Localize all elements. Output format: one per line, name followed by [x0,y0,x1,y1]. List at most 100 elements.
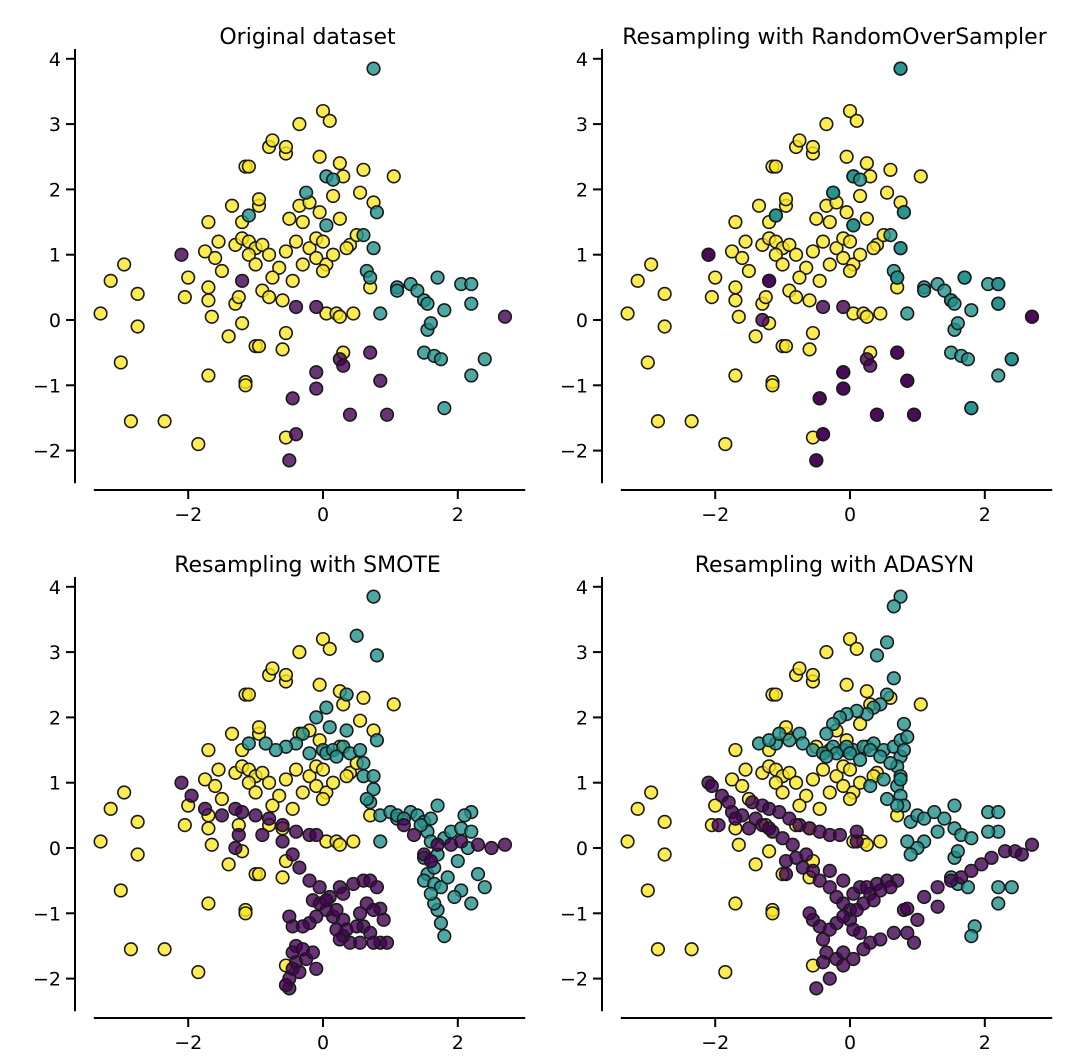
data-point-class-0 [292,860,307,875]
data-point-class-0 [336,358,351,373]
data-point-class-0 [836,958,851,973]
data-point-class-2 [292,644,307,660]
y-tick-label: 0 [49,310,61,332]
data-point-class-2 [332,156,347,171]
data-point-class-1 [893,61,908,76]
data-point-class-0 [815,427,831,442]
data-point-class-0 [815,955,831,970]
data-point-class-1 [319,218,334,233]
data-point-class-1 [423,316,438,331]
data-point-class-2 [805,667,821,683]
data-point-class-2 [805,244,821,259]
data-point-class-2 [275,293,290,308]
data-point-class-0 [214,808,229,823]
data-point-class-1 [464,296,479,311]
panel-title: Resampling with ADASYN [695,553,974,578]
data-point-class-1 [937,283,952,298]
data-point-class-2 [214,791,229,807]
data-point-class-0 [292,964,307,980]
y-tick-label: 3 [576,114,588,136]
data-point-class-0 [373,373,388,388]
data-point-class-0 [755,312,770,328]
data-point-class-0 [869,407,885,422]
data-point-class-0 [849,824,864,839]
data-point-class-0 [406,827,422,843]
data-point-class-2 [724,244,740,259]
data-point-class-2 [123,942,139,957]
data-point-class-2 [758,290,773,305]
data-point-class-2 [302,769,317,784]
data-point-class-2 [859,211,874,226]
data-point-class-2 [265,661,280,676]
data-point-class-1 [900,834,915,849]
data-point-class-1 [437,401,452,416]
data-point-class-2 [197,244,213,259]
data-point-class-2 [809,211,824,226]
data-point-class-0 [174,247,189,262]
data-point-class-2 [315,103,331,119]
data-point-class-1 [366,782,381,797]
data-point-class-2 [346,306,361,321]
data-point-class-1 [1004,880,1019,895]
data-point-class-2 [312,149,327,164]
data-point-class-2 [815,234,831,249]
panel-title: Resampling with SMOTE [174,553,441,578]
data-point-class-2 [248,257,263,272]
data-point-class-2 [201,368,216,383]
data-point-class-0 [846,922,861,937]
data-point-class-2 [191,436,206,452]
data-point-class-1 [826,716,841,732]
data-point-class-2 [123,414,139,429]
data-point-class-1 [883,756,898,771]
data-point-class-1 [819,726,834,741]
x-tick-label: 2 [979,1032,991,1054]
data-point-class-1 [477,880,492,895]
scatter-panel-1: Original dataset −2 −1 0 1 2 3 4 −2 0 2 [33,25,526,526]
data-point-class-2 [775,257,790,272]
data-point-class-0 [802,906,817,921]
data-point-class-1 [356,756,371,771]
data-point-class-2 [315,234,331,249]
data-point-class-1 [964,831,979,846]
data-point-class-0 [336,886,351,901]
data-point-class-2 [873,306,888,321]
data-point-class-2 [272,788,287,803]
data-point-class-1 [950,316,965,331]
data-point-class-2 [775,785,790,800]
data-point-class-1 [464,824,479,839]
data-point-class-2 [842,762,858,777]
data-point-class-0 [930,899,945,914]
data-point-class-2 [265,798,280,813]
data-point-class-2 [640,355,655,370]
data-point-class-2 [849,113,864,128]
y-tick-label: 3 [576,642,588,664]
data-point-class-0 [822,880,837,895]
data-point-class-2 [728,214,743,230]
data-point-class-2 [765,906,780,921]
data-point-class-2 [339,769,354,784]
data-point-class-0 [890,345,905,360]
data-point-class-0 [906,407,922,422]
data-point-class-1 [295,726,310,741]
y-tick-label: −2 [33,441,61,463]
data-point-class-1 [927,804,942,820]
data-point-class-0 [275,818,290,833]
data-point-class-2 [778,192,794,207]
data-point-class-2 [718,964,733,980]
data-point-class-1 [964,401,979,416]
data-point-class-2 [859,684,874,699]
data-point-class-1 [423,886,438,901]
data-point-class-0 [900,373,915,388]
data-point-class-0 [369,880,385,895]
data-point-class-1 [937,811,952,826]
data-point-class-0 [235,273,250,288]
scatter-panel-4: Resampling with ADASYN −2 −1 0 1 2 3 4 −2 0 2 [560,553,1053,1054]
data-point-class-0 [282,453,297,468]
data-point-class-0 [184,788,199,803]
data-point-class-0 [363,345,378,360]
data-point-class-1 [869,648,885,663]
data-point-class-1 [873,749,888,764]
data-point-class-1 [413,818,428,833]
data-point-class-1 [329,749,344,764]
data-point-class-0 [342,407,358,422]
